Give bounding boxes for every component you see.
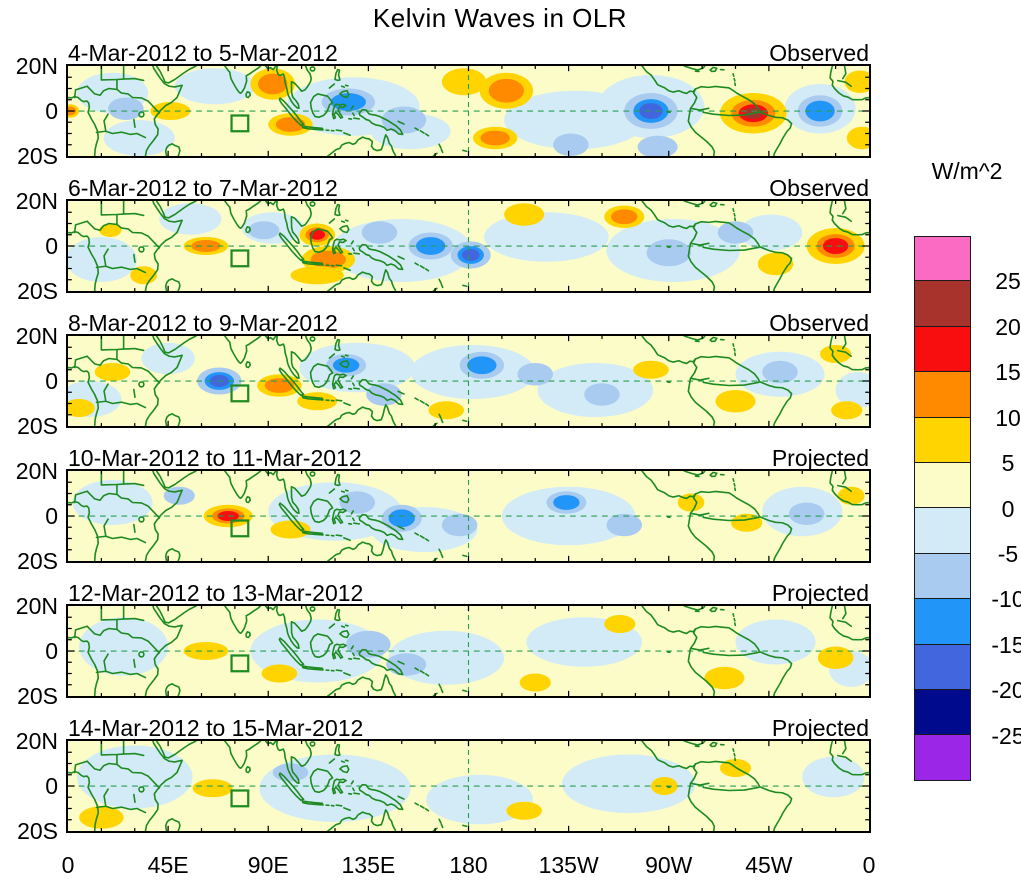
panel-date-range: 6-Mar-2012 to 7-Mar-2012	[68, 175, 338, 201]
colorbar-cell	[914, 463, 971, 509]
contour-map	[68, 336, 869, 426]
panel-status-label: Projected	[771, 580, 869, 606]
colorbar-tick-label: -5	[997, 540, 1019, 567]
contour-map	[68, 606, 869, 696]
x-axis-label: 180	[449, 852, 488, 878]
colorbar-cell	[914, 417, 971, 464]
colorbar-tick-label: 20	[995, 313, 1021, 340]
colorbar-cell	[914, 508, 971, 554]
x-axis-label: 45W	[745, 852, 793, 878]
map-panel	[66, 739, 871, 833]
panel-date-range: 12-Mar-2012 to 13-Mar-2012	[68, 580, 364, 606]
colorbar-unit-label: W/m^2	[931, 158, 1003, 184]
y-axis-label-20s: 20S	[17, 548, 58, 574]
panel-status-label: Projected	[771, 445, 869, 471]
colorbar-tick-label: 0	[1001, 495, 1015, 522]
y-axis-label-eq: 0	[45, 503, 58, 529]
panel-header: 10-Mar-2012 to 11-Mar-2012 Projected	[68, 441, 869, 470]
y-axis-label-20n: 20N	[15, 53, 58, 79]
colorbar-tick-label: 5	[1001, 450, 1015, 477]
panel-date-range: 14-Mar-2012 to 15-Mar-2012	[68, 715, 364, 741]
y-axis-label-20n: 20N	[15, 593, 58, 619]
contour-map	[68, 201, 869, 291]
x-axis-label: 135W	[538, 852, 599, 878]
contour-map	[68, 471, 869, 561]
panel-date-range: 4-Mar-2012 to 5-Mar-2012	[68, 40, 338, 66]
colorbar-tick-label: 10	[995, 404, 1021, 431]
x-axis-label: 0	[61, 852, 75, 878]
map-panel	[66, 199, 871, 293]
colorbar-cell	[914, 281, 971, 327]
colorbar-cell	[914, 553, 971, 600]
y-axis-label-20s: 20S	[17, 818, 58, 844]
colorbar-tick-label: 25	[995, 268, 1021, 295]
map-panel	[66, 469, 871, 563]
colorbar-tick-label: -10	[991, 586, 1021, 613]
y-axis-label-20s: 20S	[17, 278, 58, 304]
x-axis-label: 90E	[247, 852, 289, 878]
colorbar-cell	[914, 599, 971, 645]
x-axis-label: 135E	[341, 852, 396, 878]
map-panel	[66, 64, 871, 158]
panel-date-range: 10-Mar-2012 to 11-Mar-2012	[68, 445, 362, 471]
panel-status-label: Observed	[769, 175, 869, 201]
panel-header: 14-Mar-2012 to 15-Mar-2012 Projected	[68, 711, 869, 740]
y-axis-label-20s: 20S	[17, 683, 58, 709]
panel-header: 8-Mar-2012 to 9-Mar-2012 Observed	[68, 306, 869, 335]
x-axis-label: 0	[862, 852, 876, 878]
map-panel	[66, 334, 871, 428]
y-axis-label-20n: 20N	[15, 323, 58, 349]
x-axis-label: 45E	[147, 852, 189, 878]
y-axis-label-20n: 20N	[15, 458, 58, 484]
y-axis-label-eq: 0	[45, 98, 58, 124]
panel-date-range: 8-Mar-2012 to 9-Mar-2012	[68, 310, 338, 336]
panel-status-label: Observed	[769, 310, 869, 336]
y-axis-label-20s: 20S	[17, 413, 58, 439]
colorbar-cell	[914, 690, 971, 736]
y-axis-label-eq: 0	[45, 368, 58, 394]
colorbar-tick-label: -25	[991, 722, 1021, 749]
y-axis-label-20n: 20N	[15, 188, 58, 214]
y-axis-label-20s: 20S	[17, 143, 58, 169]
colorbar-tick-label: 15	[995, 359, 1021, 386]
map-panel	[66, 604, 871, 698]
figure-title: Kelvin Waves in OLR	[372, 3, 628, 33]
panel-status-label: Projected	[771, 715, 869, 741]
colorbar-tick-label: -15	[991, 631, 1021, 658]
x-axis-label: 90W	[645, 852, 693, 878]
panel-header: 12-Mar-2012 to 13-Mar-2012 Projected	[68, 576, 869, 605]
y-axis-label-eq: 0	[45, 233, 58, 259]
colorbar-cell	[914, 236, 971, 282]
colorbar-cell	[914, 644, 971, 691]
colorbar-cell	[914, 735, 971, 781]
colorbar-tick-label: -20	[991, 677, 1021, 704]
panel-header: 4-Mar-2012 to 5-Mar-2012 Observed	[68, 36, 869, 65]
panel-header: 6-Mar-2012 to 7-Mar-2012 Observed	[68, 171, 869, 200]
y-axis-label-eq: 0	[45, 638, 58, 664]
y-axis-label-eq: 0	[45, 773, 58, 799]
contour-map	[68, 741, 869, 831]
colorbar	[914, 236, 971, 781]
colorbar-cell	[914, 326, 971, 373]
colorbar-cell	[914, 372, 971, 418]
y-axis-label-20n: 20N	[15, 728, 58, 754]
panel-status-label: Observed	[769, 40, 869, 66]
contour-map	[68, 66, 869, 156]
